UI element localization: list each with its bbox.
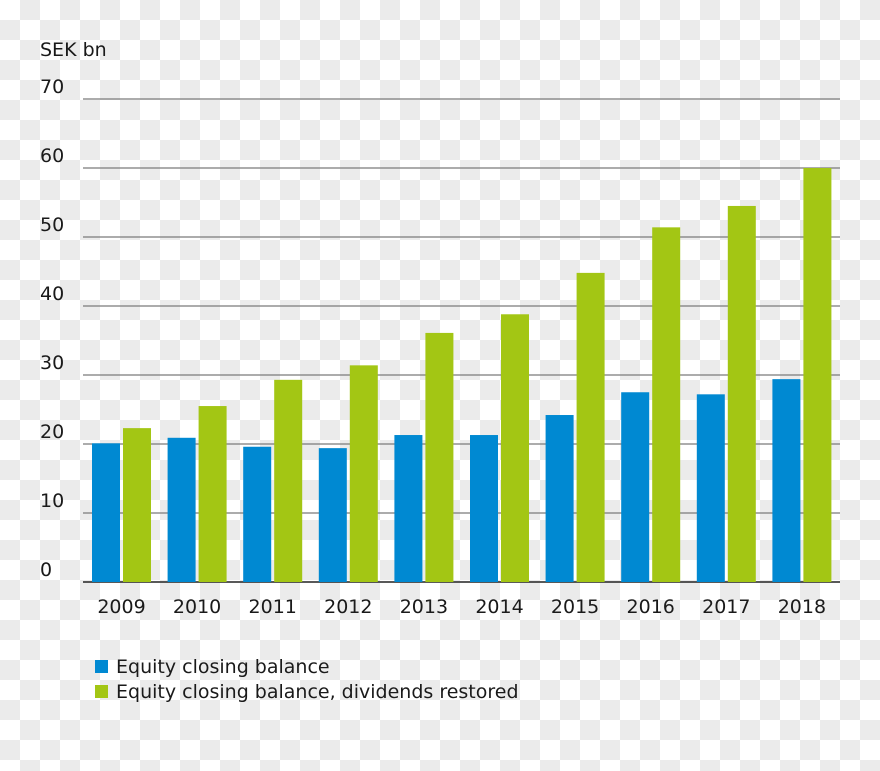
y-tick-label: 0 [40,559,52,581]
legend-label: Equity closing balance [116,656,330,678]
bar-equity-dividends-restored-2011 [274,379,303,582]
bar-equity-2017 [696,394,725,582]
bar-equity-dividends-restored-2010 [198,406,227,582]
bar-equity-dividends-restored-2017 [727,205,756,582]
x-tick-label: 2017 [702,596,750,618]
bar-equity-dividends-restored-2013 [425,332,454,582]
y-tick-label: 20 [40,421,64,443]
x-tick-label: 2016 [627,596,675,618]
x-tick-label: 2011 [249,596,297,618]
x-tick-label: 2012 [324,596,372,618]
bar-equity-2018 [772,379,801,582]
y-axis-label: SEK bn [40,39,107,61]
y-tick-label: 40 [40,283,64,305]
x-tick-label: 2013 [400,596,448,618]
bar-equity-dividends-restored-2015 [576,272,605,582]
y-tick-label: 10 [40,490,64,512]
y-tick-label: 30 [40,352,64,374]
bar-equity-2013 [394,435,423,582]
bar-equity-dividends-restored-2014 [501,314,529,582]
bar-equity-2016 [621,392,650,582]
bar-equity-dividends-restored-2016 [652,227,681,582]
bar-equity-2010 [167,437,196,582]
bar-equity-2012 [318,448,347,582]
x-tick-label: 2010 [173,596,221,618]
bar-equity-dividends-restored-2018 [803,168,832,582]
legend-label: Equity closing balance, dividends restor… [116,681,519,703]
x-tick-label: 2015 [551,596,599,618]
bar-equity-2011 [243,446,272,582]
bar-equity-dividends-restored-2012 [349,365,378,582]
y-tick-label: 60 [40,145,64,167]
x-tick-label: 2014 [475,596,523,618]
x-tick-label: 2009 [97,596,145,618]
bar-equity-2009 [92,443,120,582]
y-tick-label: 70 [40,76,64,98]
legend-swatch [95,660,108,673]
bar-equity-2014 [470,435,498,582]
legend-swatch [95,685,108,698]
x-tick-label: 2018 [778,596,826,618]
bar-equity-dividends-restored-2009 [123,428,151,582]
y-tick-label: 50 [40,214,64,236]
bar-equity-2015 [545,415,574,582]
